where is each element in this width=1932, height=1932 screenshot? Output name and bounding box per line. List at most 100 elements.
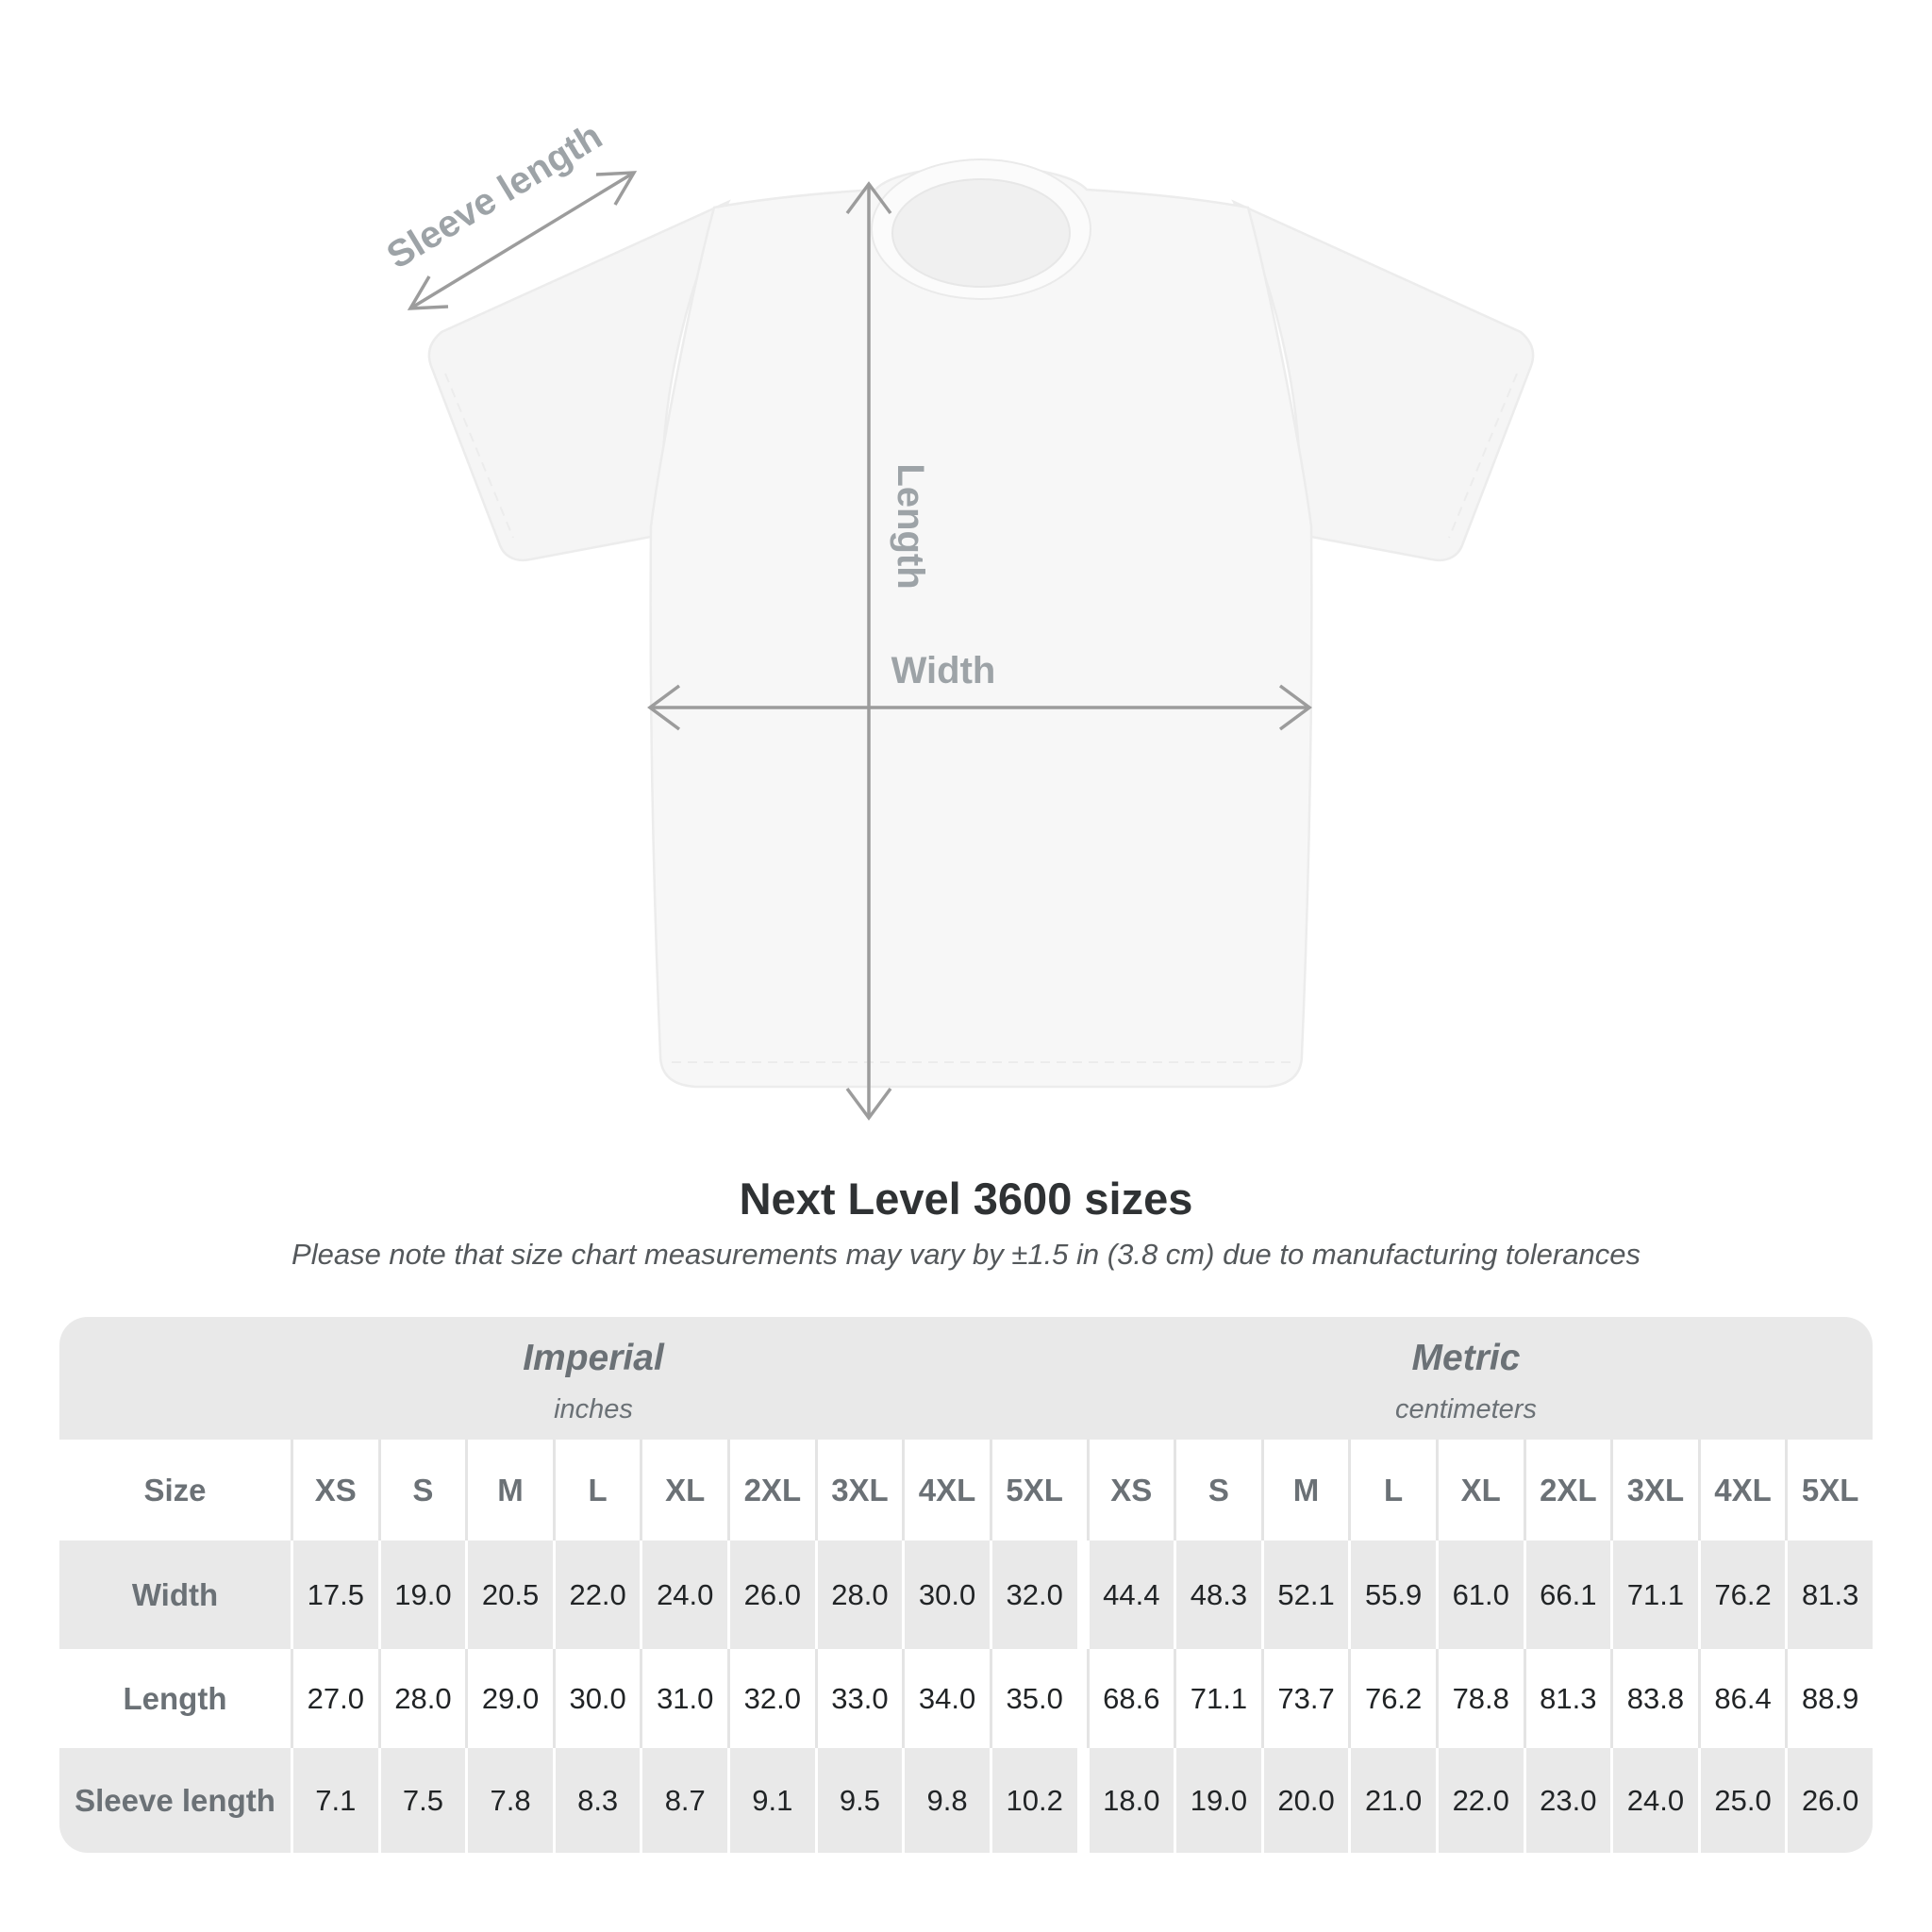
table-cell: 30.0	[902, 1541, 990, 1649]
page-subtitle: Please note that size chart measurements…	[291, 1238, 1641, 1271]
table-cell: 2XL	[1523, 1440, 1611, 1541]
table-cell: 52.1	[1260, 1541, 1349, 1649]
tshirt-right-sleeve	[1231, 199, 1535, 561]
table-cell: 66.1	[1523, 1541, 1611, 1649]
left-cuff-stitch	[444, 373, 514, 539]
width-label: Width	[891, 650, 996, 691]
table-cell: 27.0	[291, 1649, 378, 1748]
table-cell: 20.0	[1260, 1748, 1349, 1853]
table-cell: 26.0	[1785, 1748, 1873, 1853]
table-cell: 19.0	[1174, 1748, 1261, 1853]
table-cell: 32.0	[727, 1649, 815, 1748]
size-column-header: Size	[143, 1472, 207, 1507]
table-cell: 8.7	[640, 1748, 727, 1853]
table-cell: 81.3	[1785, 1541, 1873, 1649]
table-cell: 21.0	[1348, 1748, 1436, 1853]
table-cell: 9.8	[902, 1748, 990, 1853]
table-cell: 7.1	[291, 1748, 378, 1853]
size-header-row: Size XS S M L XL 2XL 3XL 4XL 5XL XS S M L XL 2XL 3XL 4X…	[59, 1440, 1873, 1541]
table-cell: 3XL	[814, 1440, 903, 1541]
table-cell: 28.0	[814, 1541, 903, 1649]
imperial-section-header: Imperial inches	[523, 1338, 664, 1425]
table-cell: 10.2	[989, 1748, 1077, 1853]
table-cell: XS	[1086, 1440, 1174, 1541]
imperial-unit-label: inches	[554, 1394, 633, 1424]
table-cell: 30.0	[552, 1649, 641, 1748]
table-cell: 9.1	[727, 1748, 815, 1853]
table-row-length: Length 27.0 28.0 29.0 30.0 31.0 32.0 33.0 34.0 3…	[59, 1649, 1873, 1748]
table-cell: 4XL	[902, 1440, 990, 1541]
width-arrow	[647, 684, 1312, 731]
table-cell: 78.8	[1435, 1649, 1524, 1748]
table-cell: 35.0	[989, 1649, 1077, 1748]
table-cell: 25.0	[1697, 1748, 1786, 1853]
table-cell: S	[377, 1440, 466, 1541]
size-table: Imperial inches Metric centimeters Size …	[59, 1317, 1873, 1853]
table-cell: 24.0	[640, 1541, 727, 1649]
table-cell: 3XL	[1610, 1440, 1698, 1541]
table-cell: 26.0	[727, 1541, 815, 1649]
table-cell: 19.0	[377, 1541, 466, 1649]
collar-opening	[891, 178, 1071, 288]
table-cell: M	[465, 1440, 553, 1541]
table-cell: 61.0	[1435, 1541, 1524, 1649]
table-cell: XL	[640, 1440, 727, 1541]
table-cell: 29.0	[465, 1649, 553, 1748]
table-cell: 76.2	[1348, 1649, 1436, 1748]
table-cell: 33.0	[814, 1649, 903, 1748]
table-cell: 9.5	[814, 1748, 903, 1853]
table-cell: 88.9	[1785, 1649, 1873, 1748]
table-cell: XS	[291, 1440, 378, 1541]
table-cell: 20.5	[465, 1541, 553, 1649]
table-cell: 71.1	[1174, 1649, 1261, 1748]
table-cell: 24.0	[1610, 1748, 1698, 1853]
sleeve-length-label: Sleeve length	[380, 115, 609, 277]
units-header: Imperial inches Metric centimeters	[59, 1317, 1873, 1440]
table-cell: L	[552, 1440, 641, 1541]
table-cell: XL	[1435, 1440, 1524, 1541]
tshirt-left-sleeve	[427, 199, 731, 561]
table-row-sleeve-length: Sleeve length 7.1 7.5 7.8 8.3 8.7 9.1 9.5 9.8 10…	[59, 1748, 1873, 1853]
table-cell: M	[1260, 1440, 1349, 1541]
table-cell: 5XL	[1785, 1440, 1873, 1541]
table-cell: 7.5	[377, 1748, 466, 1853]
tshirt-body	[649, 165, 1313, 1089]
imperial-label: Imperial	[523, 1338, 664, 1378]
table-cell: 7.8	[465, 1748, 553, 1853]
table-cell: 76.2	[1697, 1541, 1786, 1649]
table-cell: 22.0	[552, 1541, 641, 1649]
table-cell: 83.8	[1610, 1649, 1698, 1748]
length-label: Length	[890, 463, 931, 589]
table-cell: 22.0	[1435, 1748, 1524, 1853]
section-gap	[1076, 1440, 1087, 1541]
table-cell: 8.3	[552, 1748, 641, 1853]
table-cell: 23.0	[1523, 1748, 1611, 1853]
table-cell: 18.0	[1086, 1748, 1174, 1853]
table-row-width: Width 17.5 19.0 20.5 22.0 24.0 26.0 28.0 30.0 32…	[59, 1541, 1873, 1649]
metric-unit-label: centimeters	[1395, 1394, 1537, 1424]
table-cell: S	[1174, 1440, 1261, 1541]
row-label-length: Length	[123, 1680, 227, 1716]
table-cell: 2XL	[727, 1440, 815, 1541]
table-cell: 44.4	[1086, 1541, 1174, 1649]
table-cell: 73.7	[1260, 1649, 1349, 1748]
table-cell: 28.0	[377, 1649, 466, 1748]
table-cell: 68.6	[1086, 1649, 1174, 1748]
table-cell: 48.3	[1174, 1541, 1261, 1649]
metric-section-header: Metric centimeters	[1395, 1338, 1537, 1425]
row-label-width: Width	[131, 1576, 219, 1612]
table-cell: 5XL	[989, 1440, 1077, 1541]
section-gap	[1076, 1649, 1087, 1748]
table-cell: 71.1	[1610, 1541, 1698, 1649]
table-cell: 31.0	[640, 1649, 727, 1748]
table-cell: 81.3	[1523, 1649, 1611, 1748]
sleeve-length-arrow	[407, 171, 638, 310]
length-arrow	[845, 181, 892, 1121]
row-label-sleeve-length: Sleeve length	[75, 1782, 275, 1818]
section-gap	[1076, 1748, 1087, 1853]
table-cell: 17.5	[291, 1541, 378, 1649]
table-cell: 86.4	[1697, 1649, 1786, 1748]
table-cell: 55.9	[1348, 1541, 1436, 1649]
table-cell: 4XL	[1697, 1440, 1786, 1541]
